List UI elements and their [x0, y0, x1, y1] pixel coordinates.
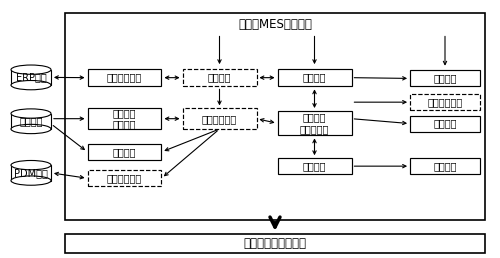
Text: 质量管理: 质量管理	[433, 74, 456, 83]
FancyBboxPatch shape	[410, 158, 480, 174]
FancyBboxPatch shape	[88, 69, 162, 86]
FancyBboxPatch shape	[410, 116, 480, 132]
Text: PDM系统: PDM系统	[14, 168, 48, 178]
Text: 生产绩效分析: 生产绩效分析	[428, 97, 462, 107]
FancyBboxPatch shape	[182, 69, 256, 86]
FancyBboxPatch shape	[88, 144, 162, 160]
Text: 数据采集: 数据采集	[303, 161, 326, 171]
Text: 设备管理: 设备管理	[113, 147, 136, 157]
Ellipse shape	[11, 65, 51, 74]
Text: 某企业MES实施方案: 某企业MES实施方案	[238, 18, 312, 31]
Text: 高级排程: 高级排程	[208, 73, 231, 83]
FancyBboxPatch shape	[182, 108, 256, 129]
Ellipse shape	[11, 109, 51, 118]
Text: 文档管理: 文档管理	[433, 161, 456, 171]
Ellipse shape	[11, 160, 51, 170]
FancyBboxPatch shape	[88, 108, 162, 129]
FancyBboxPatch shape	[88, 170, 162, 186]
FancyBboxPatch shape	[65, 234, 485, 253]
FancyBboxPatch shape	[410, 94, 480, 110]
Text: 生产设备: 生产设备	[19, 116, 43, 126]
Text: 工厂资源规划: 工厂资源规划	[202, 114, 237, 124]
Text: ERP系统: ERP系统	[16, 72, 46, 82]
Text: 生产计划管理: 生产计划管理	[107, 73, 142, 83]
Ellipse shape	[11, 176, 51, 185]
Text: 生产过程
可视化管理: 生产过程 可视化管理	[300, 112, 329, 134]
Ellipse shape	[11, 124, 51, 134]
Text: 物料管理: 物料管理	[303, 73, 326, 83]
Text: 产品数据管理: 产品数据管理	[107, 173, 142, 183]
Text: 车间人力
资源管理: 车间人力 资源管理	[113, 108, 136, 130]
FancyBboxPatch shape	[65, 13, 485, 220]
Text: 追溯管理: 追溯管理	[433, 119, 456, 128]
FancyBboxPatch shape	[410, 70, 480, 86]
FancyBboxPatch shape	[278, 69, 351, 86]
Polygon shape	[11, 165, 51, 181]
Ellipse shape	[11, 80, 51, 90]
FancyBboxPatch shape	[278, 111, 351, 135]
Polygon shape	[11, 114, 51, 129]
Polygon shape	[11, 70, 51, 85]
Text: 数据分析及查询平台: 数据分析及查询平台	[244, 237, 306, 250]
FancyBboxPatch shape	[278, 158, 351, 174]
